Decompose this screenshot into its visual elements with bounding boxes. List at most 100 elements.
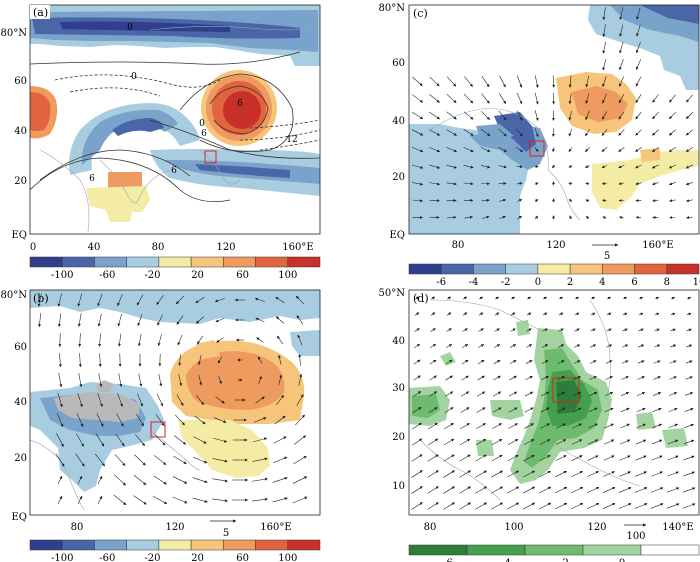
colorbar-swatch	[61, 256, 95, 268]
vector-arrow	[573, 360, 581, 364]
colorbar-swatch	[287, 256, 321, 268]
vector-arrow	[602, 76, 607, 88]
vector-arrow	[414, 312, 420, 316]
vector-arrow	[622, 344, 629, 348]
vector-arrow	[619, 455, 631, 461]
vector-arrow	[571, 455, 583, 461]
vector-arrow	[603, 439, 615, 445]
vector-arrow	[446, 76, 457, 87]
colorbar-tick-label: 20	[191, 553, 204, 562]
x-tick: 80	[452, 240, 465, 251]
colorbar-tick-label: -100	[51, 553, 73, 562]
colorbar-tick-label: 0	[619, 558, 625, 562]
panel-d-vectors	[411, 296, 696, 510]
vector-arrow	[638, 312, 644, 316]
vector-arrow	[498, 165, 507, 169]
panel-b-wind-vectors	[37, 293, 308, 506]
vector-arrow	[412, 391, 422, 397]
contour-label: 0	[131, 72, 137, 82]
vector-arrow	[588, 423, 598, 429]
vector-arrow	[589, 360, 597, 364]
y-tick: 20	[392, 432, 405, 443]
vector-arrow	[619, 439, 631, 445]
vector-arrow	[671, 296, 676, 300]
vector-arrow	[477, 344, 485, 348]
vector-arrow	[212, 458, 228, 463]
x-tick: 40	[88, 242, 101, 253]
vector-arrow	[651, 147, 659, 152]
vector-arrow	[507, 454, 519, 462]
vector-arrow	[499, 75, 506, 88]
vector-arrow	[585, 128, 590, 137]
vector-arrow	[136, 413, 144, 427]
vector-arrow	[447, 296, 452, 300]
vector-arrow	[134, 454, 146, 466]
vector-arrow	[619, 471, 631, 477]
vector-arrow	[552, 164, 556, 169]
vector-arrow	[686, 312, 692, 316]
x-tick: 80	[71, 522, 84, 533]
x-tick: 80	[424, 522, 437, 533]
vector-arrow	[178, 374, 183, 387]
vector-arrow	[552, 75, 556, 88]
vector-arrow	[509, 359, 517, 365]
vector-arrow	[619, 24, 624, 37]
vector-arrow	[252, 437, 268, 443]
panel-c-colorbar: -6 -4 -2 0 2 4 6 8 10	[408, 263, 700, 288]
vector-arrow	[551, 198, 555, 203]
vector-arrow	[57, 475, 63, 485]
vector-arrow	[478, 312, 484, 316]
vector-arrow	[588, 407, 598, 413]
vector-arrow	[272, 497, 288, 503]
vector-arrow	[534, 182, 539, 186]
vector-arrow	[427, 438, 439, 446]
vector-arrow	[493, 375, 501, 381]
panel-c-wind-vectors	[411, 7, 694, 220]
vector-arrow	[460, 422, 470, 430]
vector-arrow	[636, 24, 641, 37]
panel-d-colorbar: -6 -4 -2 0	[408, 544, 700, 562]
vector-arrow	[667, 455, 679, 461]
vector-arrow	[413, 359, 421, 365]
vector-arrow	[620, 407, 630, 413]
vector-arrow	[491, 502, 504, 510]
colorbar-swatch	[582, 544, 642, 556]
vector-arrow	[670, 328, 676, 332]
vector-arrow	[568, 182, 573, 186]
vector-arrow	[414, 328, 420, 332]
vector-arrow	[569, 198, 573, 203]
vector-arrow	[95, 453, 105, 467]
vector-arrow	[605, 360, 613, 364]
vector-arrow	[446, 328, 452, 332]
vector-arrow	[668, 147, 677, 152]
vector-arrow	[77, 495, 83, 505]
colorbar-swatch	[440, 263, 474, 275]
vector-arrow	[515, 146, 524, 153]
vector-arrow	[587, 455, 599, 461]
vector-arrow	[619, 76, 624, 87]
colorbar-swatch	[466, 544, 526, 556]
vector-arrow	[635, 76, 642, 87]
vector-arrow	[412, 182, 424, 186]
vector-arrow	[668, 164, 676, 169]
vector-arrow	[638, 344, 645, 348]
vector-arrow	[652, 423, 662, 429]
vector-arrow	[158, 373, 163, 387]
colorbar-swatch	[505, 263, 539, 275]
vector-arrow	[634, 503, 648, 509]
vector-arrow	[601, 129, 608, 136]
vector-arrow	[591, 296, 596, 300]
vector-arrow	[509, 375, 517, 381]
vector-arrow	[620, 391, 630, 396]
vector-arrow	[411, 147, 424, 153]
vector-arrow	[298, 354, 302, 366]
colorbar-tick-label: -2	[501, 277, 511, 288]
vector-arrow	[686, 344, 693, 348]
vector-arrow	[176, 394, 184, 406]
vector-arrow	[95, 433, 105, 447]
vector-arrow	[534, 75, 539, 88]
vector-arrow	[618, 182, 625, 185]
vector-arrow	[216, 337, 224, 343]
reference-vector-label: 100	[626, 531, 645, 542]
vector-arrow	[427, 502, 439, 510]
